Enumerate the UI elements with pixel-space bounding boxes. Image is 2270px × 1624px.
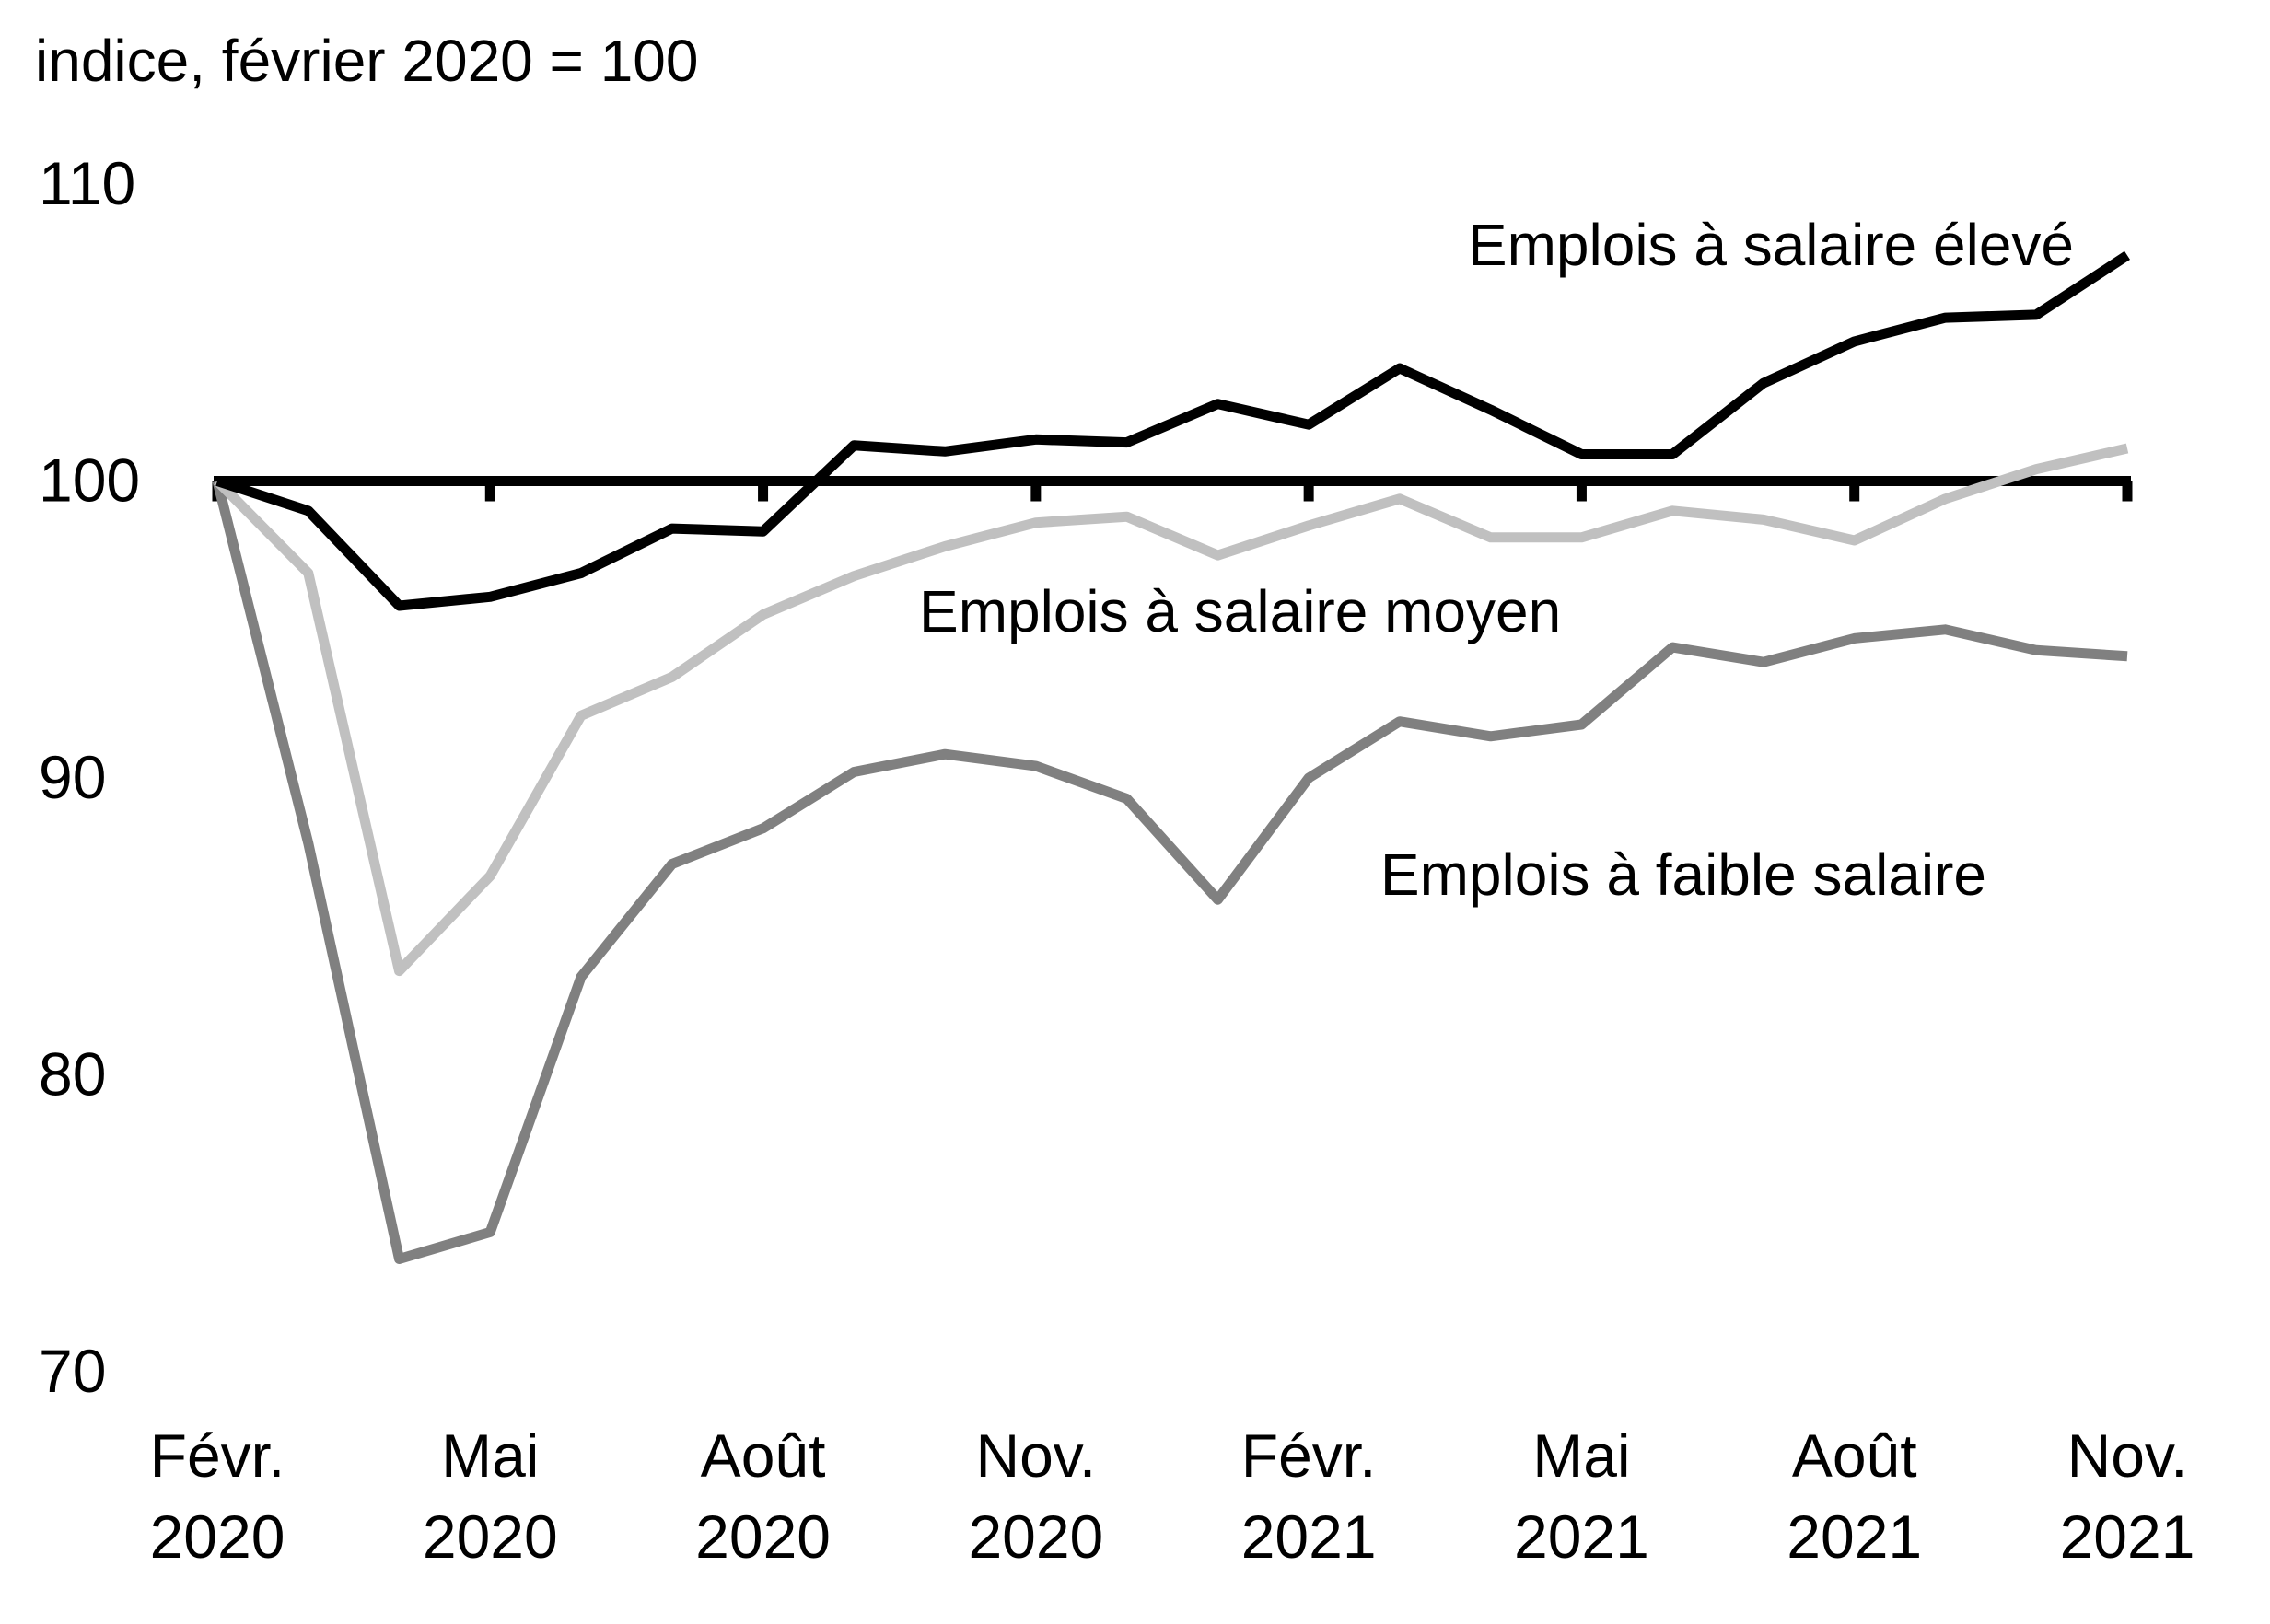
y-tick-label: 100 [39, 447, 140, 515]
series-label: Emplois à salaire moyen [919, 578, 1561, 644]
series-label: Emplois à salaire élevé [1468, 212, 2074, 278]
series-label: Emplois à faible salaire [1380, 841, 1986, 908]
series-line [215, 250, 2131, 611]
x-tick-label: Août 2020 [695, 1421, 831, 1571]
series-line [214, 443, 2129, 977]
x-tick-label: Nov. 2020 [968, 1421, 1103, 1571]
series-line [212, 480, 2128, 1264]
x-tick-label: Août 2021 [1787, 1421, 1922, 1571]
series-labels: Emplois à faible salaire Emplois à salair… [919, 212, 2074, 908]
y-tick-labels: 70 80 90 100 110 [39, 149, 140, 1405]
x-tick-label: Mai 2020 [423, 1421, 558, 1571]
x-tick-label: Févr. 2021 [1241, 1421, 1377, 1571]
x-tick-label: Nov. 2021 [2060, 1421, 2195, 1571]
y-axis-unit-label: indice, février 2020 = 100 [35, 28, 698, 94]
y-tick-label: 80 [39, 1040, 106, 1108]
y-tick-label: 70 [39, 1337, 106, 1405]
x-tick-label: Févr. 2020 [150, 1421, 285, 1571]
x-tick-label: Mai 2021 [1514, 1421, 1649, 1571]
series-lines [212, 250, 2131, 1264]
y-tick-label: 110 [39, 149, 135, 217]
baseline-axis [212, 476, 2133, 502]
x-tick-labels: Févr. 2020 Mai 2020 Août 2020 Nov. 2020 Févr. 202… [150, 1421, 2195, 1571]
y-tick-label: 90 [39, 743, 106, 811]
